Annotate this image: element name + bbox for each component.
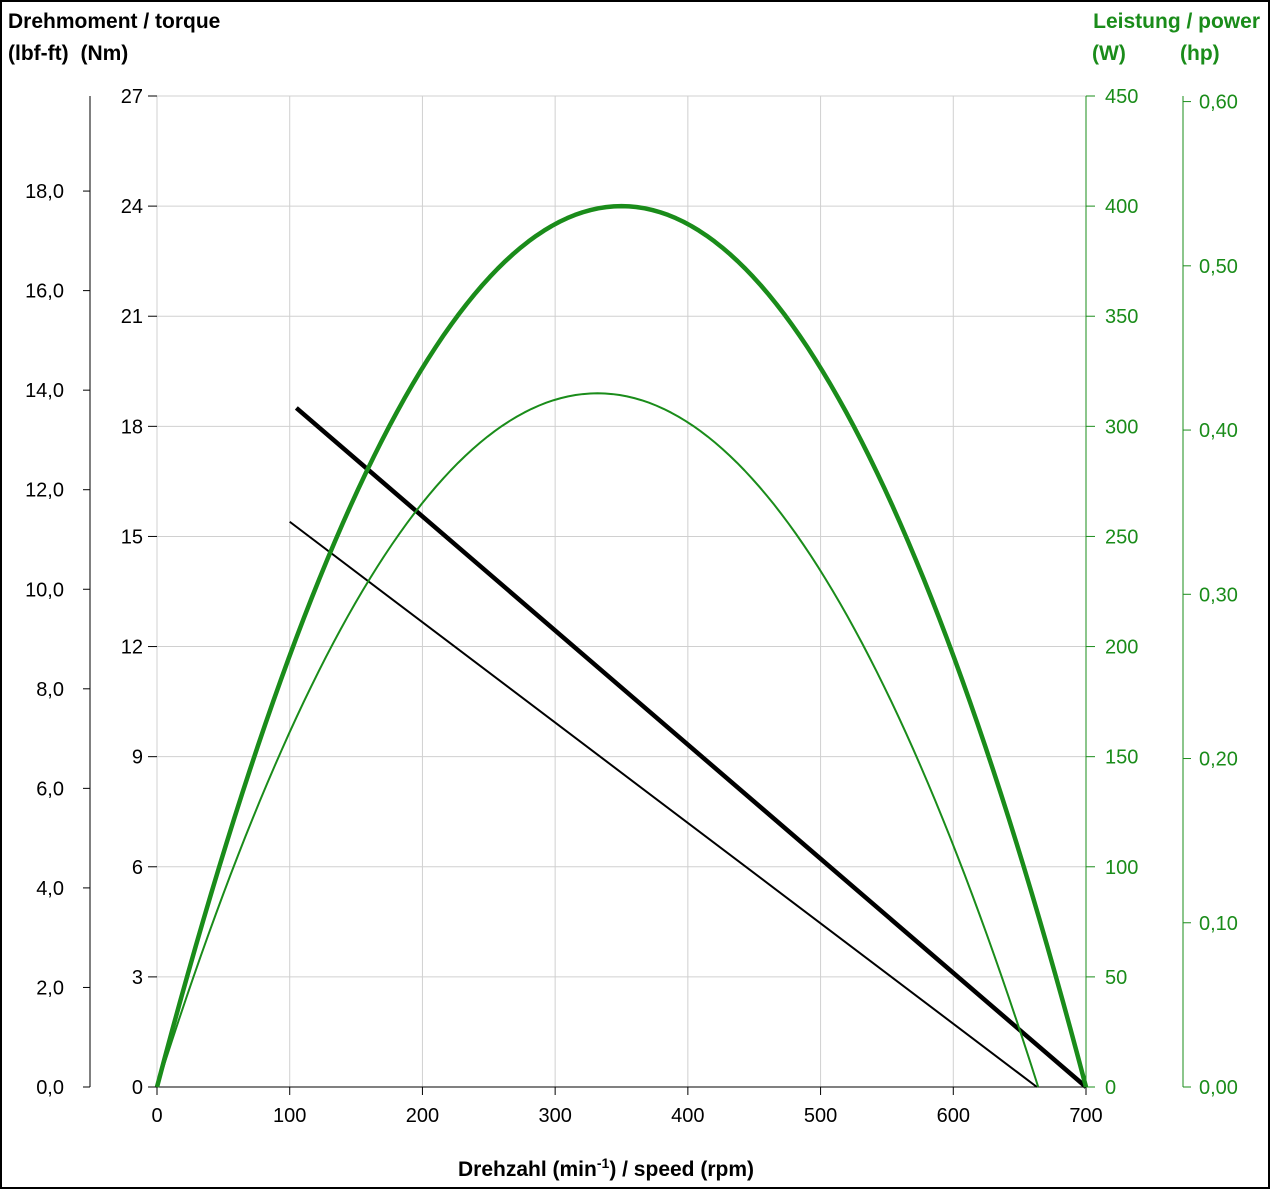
torque-unit-lbfft: (lbf-ft) (8, 42, 69, 65)
w-tick-label: 400 (1105, 196, 1138, 218)
w-tick-label: 450 (1105, 86, 1138, 108)
x-tick-label: 300 (538, 1105, 571, 1127)
lbfft-tick-label: 16,0 (25, 281, 64, 303)
x-tick-label: 0 (151, 1105, 162, 1127)
power-curve-thin (156, 392, 1040, 1088)
lbfft-tick-label: 0,0 (36, 1077, 64, 1099)
nm-tick-label: 3 (132, 967, 143, 989)
x-tick-label: 400 (671, 1105, 704, 1127)
nm-tick-label: 12 (121, 637, 143, 659)
x-title-pre: Drehzahl (min (458, 1158, 597, 1181)
hp-tick-label: 0,50 (1199, 256, 1238, 278)
nm-tick-label: 9 (132, 747, 143, 769)
nm-tick-label: 24 (121, 196, 143, 218)
lbfft-tick-label: 8,0 (36, 679, 64, 701)
hp-tick-label: 0,40 (1199, 420, 1238, 442)
hp-tick-label: 0,00 (1199, 1077, 1238, 1099)
power-axis-title: Leistung / power (1093, 10, 1260, 34)
series (154, 203, 1089, 1089)
torque-title-line1: Drehmoment / torque (8, 10, 221, 33)
nm-tick-label: 15 (121, 526, 143, 548)
torque-line-thick (294, 406, 1088, 1089)
power-title-line1: Leistung / power (1093, 10, 1260, 33)
nm-tick-label: 21 (121, 306, 143, 328)
hp-tick-label: 0,20 (1199, 749, 1238, 771)
x-tick-label: 100 (273, 1105, 306, 1127)
nm-tick-label: 18 (121, 416, 143, 438)
torque-unit-nm: (Nm) (80, 42, 129, 65)
lbfft-tick-label: 12,0 (25, 480, 64, 502)
w-tick-label: 150 (1105, 747, 1138, 769)
nm-tick-label: 0 (132, 1077, 143, 1099)
x-title-sup: -1 (596, 1155, 610, 1171)
w-tick-label: 100 (1105, 857, 1138, 879)
w-tick-label: 50 (1105, 967, 1127, 989)
lbfft-tick-label: 14,0 (25, 380, 64, 402)
plot-area-border (156, 95, 1087, 1088)
w-tick-label: 350 (1105, 306, 1138, 328)
torque-axis-title: Drehmoment / torque (8, 10, 220, 34)
x-tick-label: 500 (804, 1105, 837, 1127)
ticks: 0 100 200 300 400 500 600 70003691215182124270,… (25, 86, 1238, 1127)
w-tick-label: 300 (1105, 416, 1138, 438)
w-tick-label: 250 (1105, 526, 1138, 548)
x-tick-label: 600 (937, 1105, 970, 1127)
power-unit-hp: (hp) (1180, 42, 1220, 65)
power-unit-w: (W) (1092, 42, 1126, 65)
axes (89, 96, 1184, 1088)
lbfft-tick-label: 18,0 (25, 181, 64, 203)
nm-tick-label: 6 (132, 857, 143, 879)
x-title-post: ) / speed (rpm) (609, 1158, 754, 1181)
torque-line-thin (289, 520, 1038, 1088)
x-tick-label: 700 (1069, 1105, 1102, 1127)
hp-tick-label: 0,30 (1199, 584, 1238, 606)
w-tick-label: 200 (1105, 637, 1138, 659)
torque-units: (lbf-ft) (Nm) (8, 42, 128, 66)
nm-tick-label: 27 (121, 86, 143, 108)
x-tick-label: 200 (406, 1105, 439, 1127)
lbfft-tick-label: 4,0 (36, 878, 64, 900)
w-tick-label: 0 (1105, 1077, 1116, 1099)
lbfft-tick-label: 6,0 (36, 778, 64, 800)
grid (156, 95, 1087, 1088)
lbfft-tick-label: 2,0 (36, 977, 64, 999)
x-axis-title: Drehzahl (min-1) / speed (rpm) (458, 1155, 754, 1182)
hp-tick-label: 0,60 (1199, 92, 1238, 114)
hp-tick-label: 0,10 (1199, 913, 1238, 935)
power-curve-thick (154, 203, 1089, 1088)
lbfft-tick-label: 10,0 (25, 579, 64, 601)
